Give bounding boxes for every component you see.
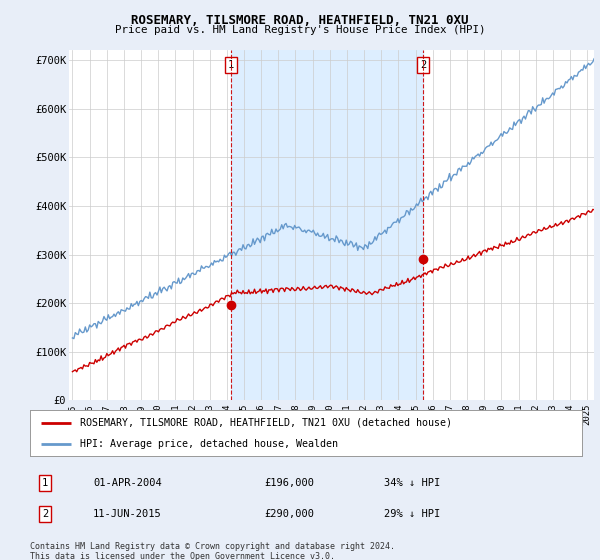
Text: £290,000: £290,000 — [264, 509, 314, 519]
Text: £196,000: £196,000 — [264, 478, 314, 488]
Text: 2: 2 — [42, 509, 48, 519]
Text: 1: 1 — [42, 478, 48, 488]
Text: Price paid vs. HM Land Registry's House Price Index (HPI): Price paid vs. HM Land Registry's House … — [115, 25, 485, 35]
Text: ROSEMARY, TILSMORE ROAD, HEATHFIELD, TN21 0XU: ROSEMARY, TILSMORE ROAD, HEATHFIELD, TN2… — [131, 14, 469, 27]
Text: 11-JUN-2015: 11-JUN-2015 — [93, 509, 162, 519]
Text: 34% ↓ HPI: 34% ↓ HPI — [384, 478, 440, 488]
Text: 1: 1 — [228, 60, 234, 70]
Bar — [231, 50, 423, 400]
Text: 29% ↓ HPI: 29% ↓ HPI — [384, 509, 440, 519]
Text: ROSEMARY, TILSMORE ROAD, HEATHFIELD, TN21 0XU (detached house): ROSEMARY, TILSMORE ROAD, HEATHFIELD, TN2… — [80, 418, 452, 428]
Text: 2: 2 — [420, 60, 426, 70]
Text: HPI: Average price, detached house, Wealden: HPI: Average price, detached house, Weal… — [80, 439, 338, 449]
Text: Contains HM Land Registry data © Crown copyright and database right 2024.
This d: Contains HM Land Registry data © Crown c… — [30, 542, 395, 560]
Text: 01-APR-2004: 01-APR-2004 — [93, 478, 162, 488]
